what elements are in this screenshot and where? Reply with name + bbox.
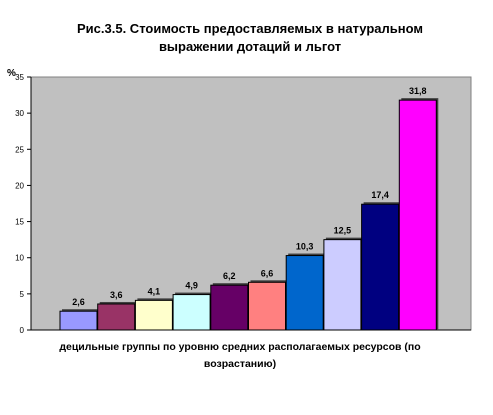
y-tick-label: 25 bbox=[15, 145, 24, 154]
bar bbox=[398, 99, 437, 331]
y-tick-label: 30 bbox=[15, 109, 24, 118]
y-tick-label: 0 bbox=[20, 326, 25, 335]
bar-data-label: 4,1 bbox=[148, 286, 161, 296]
bar bbox=[210, 284, 249, 331]
bar-data-label: 31,8 bbox=[409, 86, 427, 96]
x-axis-label-line-1: децильные группы по уровню средних распо… bbox=[59, 341, 421, 353]
bar bbox=[97, 303, 136, 331]
bar-data-label: 4,9 bbox=[185, 281, 198, 291]
x-axis-label-line-2: возрастанию) bbox=[203, 358, 277, 370]
bar-data-label: 2,6 bbox=[72, 297, 85, 307]
y-tick-label: 35 bbox=[15, 73, 24, 82]
chart-title-line-2: выражении дотаций и льгот bbox=[158, 39, 342, 54]
chart-title-line-1: Рис.3.5. Стоимость предоставляемых в нат… bbox=[77, 21, 423, 36]
y-tick-label: 5 bbox=[20, 290, 25, 299]
bar-data-label: 12,5 bbox=[334, 226, 352, 236]
y-tick-label: 15 bbox=[15, 218, 24, 227]
bar-data-label: 6,6 bbox=[261, 268, 274, 278]
bar-data-label: 17,4 bbox=[371, 190, 389, 200]
bar bbox=[323, 239, 362, 331]
bar bbox=[59, 310, 98, 331]
bar-data-label: 10,3 bbox=[296, 242, 314, 252]
y-tick-label: 10 bbox=[15, 254, 24, 263]
bar-data-label: 3,6 bbox=[110, 290, 123, 300]
bar bbox=[361, 203, 400, 331]
y-tick-label: 20 bbox=[15, 181, 24, 190]
bar bbox=[134, 299, 173, 331]
bar bbox=[172, 294, 211, 331]
x-axis-label: децильные группы по уровню средних распо… bbox=[50, 339, 430, 373]
bar bbox=[248, 281, 286, 331]
bar bbox=[285, 255, 324, 331]
bar-data-label: 6,2 bbox=[223, 271, 236, 281]
y-axis-unit-label: % bbox=[7, 68, 16, 79]
